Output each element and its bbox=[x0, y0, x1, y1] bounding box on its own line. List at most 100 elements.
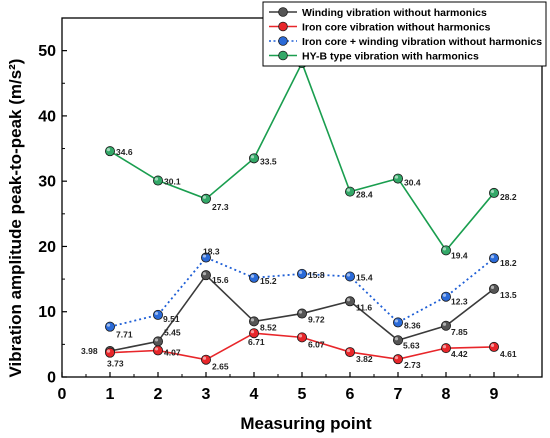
series-3-point bbox=[105, 321, 116, 332]
series-1-point bbox=[488, 283, 499, 294]
series-4-point bbox=[200, 193, 211, 204]
legend-label-2: Iron core vibration without harmonics bbox=[302, 21, 491, 33]
y-axis-title: Vibration amplitude peak-to-peak (m/s²) bbox=[6, 59, 25, 378]
series-2-data-label: 6.07 bbox=[308, 339, 325, 349]
legend-marker-2 bbox=[278, 21, 288, 32]
series-4-point-highlight bbox=[154, 177, 159, 181]
series-3-data-label: 12.3 bbox=[451, 297, 468, 307]
series-3-data-label: 15.2 bbox=[260, 276, 277, 286]
legend: Winding vibration without harmonics Iron … bbox=[262, 1, 547, 67]
y-tick-label: 10 bbox=[38, 304, 56, 321]
series-1-point bbox=[440, 320, 451, 331]
series-1-point-highlight bbox=[490, 285, 495, 289]
legend-marker-3 bbox=[278, 36, 288, 46]
series-4-point-highlight bbox=[202, 195, 207, 199]
series-2-point bbox=[392, 354, 403, 365]
series-2-data-label: 2.65 bbox=[212, 362, 229, 372]
series-3-point bbox=[392, 317, 403, 328]
x-tick-label: 1 bbox=[106, 386, 115, 403]
series-1-point bbox=[248, 316, 259, 327]
legend-label-4: HY-B type vibration with harmonics bbox=[302, 50, 479, 62]
series-1-point-highlight bbox=[154, 338, 159, 342]
series-3-point bbox=[488, 253, 499, 264]
legend-marker-4 bbox=[278, 50, 288, 61]
series-1-point bbox=[296, 308, 307, 319]
series-4-data-label: 30.4 bbox=[404, 178, 421, 188]
series-4-data-label: 30.1 bbox=[164, 177, 181, 187]
y-tick-label: 40 bbox=[38, 108, 56, 125]
series-4-data-label: 28.4 bbox=[356, 190, 373, 200]
series-3-point-highlight bbox=[346, 273, 351, 277]
series-2-data-label: 3.82 bbox=[356, 354, 373, 364]
series-2-point-highlight bbox=[106, 349, 111, 353]
series-2-point bbox=[488, 341, 499, 352]
series-4-data-label: 28.2 bbox=[500, 192, 517, 202]
series-1-point-highlight bbox=[298, 310, 303, 314]
data-labels: 3.98 5.45 15.6 8.52 9.72 11.6 5.63 7.85 13.5 3.73… bbox=[81, 58, 517, 372]
series-1-point-highlight bbox=[442, 322, 447, 326]
series-3-point-highlight bbox=[298, 270, 303, 274]
series-2-point-highlight bbox=[202, 356, 207, 360]
series-3-point-highlight bbox=[106, 323, 111, 327]
series-line-4 bbox=[109, 61, 495, 252]
series-2-data-label: 4.61 bbox=[500, 349, 517, 359]
series-3-point-highlight bbox=[394, 319, 399, 323]
y-tick-label: 20 bbox=[38, 239, 56, 256]
series-1-point-highlight bbox=[346, 298, 351, 302]
series-4-point-highlight bbox=[394, 175, 399, 179]
series-2-point bbox=[200, 354, 211, 365]
series-3-point-highlight bbox=[202, 254, 207, 258]
series-4-point-highlight bbox=[490, 189, 495, 194]
series-4-data-label: 27.3 bbox=[212, 202, 229, 212]
x-tick-label: 0 bbox=[58, 386, 67, 403]
series-3-point-highlight bbox=[154, 311, 159, 316]
series-2-data-label: 3.73 bbox=[107, 359, 124, 369]
series-2-point bbox=[105, 347, 116, 358]
series-1-point-highlight bbox=[202, 272, 207, 276]
series-4-data-label: 34.6 bbox=[116, 147, 133, 157]
series-1-data-label: 3.98 bbox=[81, 346, 98, 356]
x-axis-title: Measuring point bbox=[240, 414, 372, 433]
series-1-data-label: 11.6 bbox=[356, 302, 372, 312]
series-4-point bbox=[488, 187, 499, 198]
axis-ticks: 0 10 20 30 40 50 0 1 2 3 4 5 6 7 8 9 bbox=[38, 43, 519, 403]
series-2-point bbox=[152, 345, 163, 356]
y-tick-label: 30 bbox=[38, 174, 56, 191]
series-2-point bbox=[344, 347, 355, 358]
series-4-point-highlight bbox=[346, 188, 351, 192]
series-2-point-highlight bbox=[154, 347, 159, 351]
series-3-data-label: 8.36 bbox=[404, 320, 421, 330]
plot-border bbox=[61, 17, 543, 378]
series-4-point bbox=[440, 245, 451, 256]
legend-label-1: Winding vibration without harmonics bbox=[302, 7, 487, 19]
series-1-data-label: 8.52 bbox=[260, 322, 277, 332]
x-tick-label: 8 bbox=[442, 386, 451, 403]
series-4-point-highlight bbox=[106, 148, 111, 152]
series-4-point bbox=[248, 153, 259, 164]
series-1-point bbox=[152, 336, 163, 347]
series-2-data-label: 2.73 bbox=[404, 360, 421, 370]
series-4-point bbox=[392, 173, 403, 184]
series-1-point bbox=[200, 270, 211, 281]
series-1-data-label: 5.45 bbox=[164, 327, 181, 337]
series-2-point-highlight bbox=[346, 348, 351, 353]
series-1-data-label: 13.5 bbox=[500, 290, 517, 300]
series-3-data-label: 15.4 bbox=[356, 272, 373, 282]
series-2-point-highlight bbox=[250, 330, 255, 334]
series-4-point bbox=[105, 146, 116, 157]
series-3-data-label: 7.71 bbox=[116, 330, 133, 340]
x-tick-label: 2 bbox=[154, 386, 163, 403]
series-1-data-label: 7.85 bbox=[451, 327, 468, 337]
x-tick-label: 5 bbox=[298, 386, 307, 403]
series-3-point bbox=[344, 271, 355, 282]
legend-marker-1 bbox=[278, 7, 288, 17]
series-2-data-label: 4.07 bbox=[164, 347, 181, 357]
y-axis-title-group: Vibration amplitude peak-to-peak (m/s²) bbox=[6, 59, 25, 378]
series-1-point-highlight bbox=[250, 318, 255, 322]
series-4-point bbox=[152, 175, 163, 186]
series-3-point bbox=[152, 309, 163, 320]
series-1-point-highlight bbox=[394, 337, 399, 341]
series-4-data-label: 19.4 bbox=[451, 250, 468, 260]
series-3-point-highlight bbox=[250, 274, 255, 278]
